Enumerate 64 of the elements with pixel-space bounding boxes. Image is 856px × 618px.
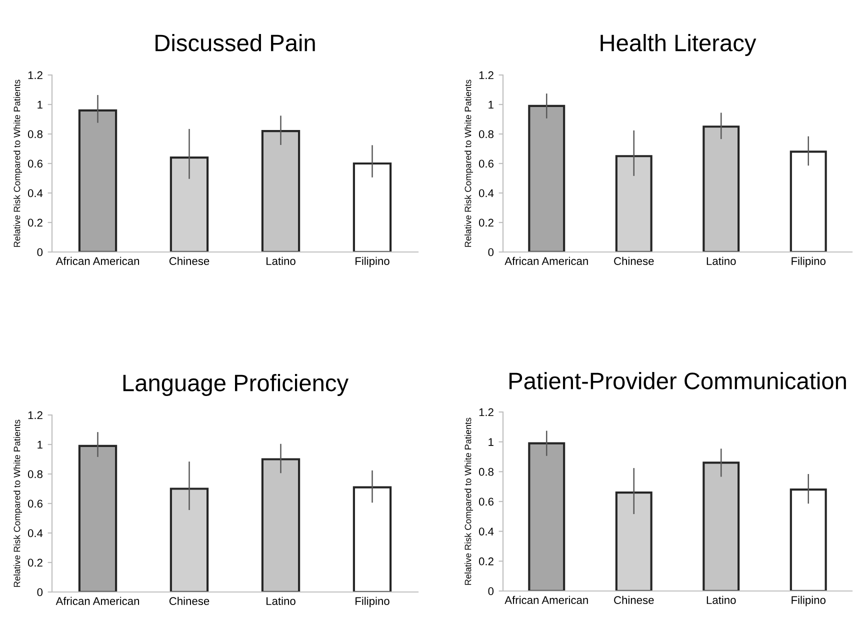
x-tick-label: Latino <box>266 596 296 606</box>
bar <box>78 444 118 592</box>
x-tick-label: African American <box>56 256 140 266</box>
y-tick-label: 0.2 <box>28 218 42 227</box>
chart-title: Discussed Pain <box>156 34 315 52</box>
x-tick-label: Filipino <box>792 596 826 606</box>
bar <box>790 150 827 252</box>
x-tick-label: Filipino <box>356 256 390 268</box>
bar <box>790 488 827 591</box>
chart-title: Patient-Provider Communication <box>510 372 846 390</box>
x-tick-label: Chinese <box>614 256 654 266</box>
y-tick-label: 1.2 <box>479 408 494 416</box>
x-tick-label: Filipino <box>356 596 390 608</box>
y-tick-label: 0 <box>488 587 494 596</box>
chart-title: Language Proficiency <box>123 374 349 396</box>
chart-title: Health Literacy <box>600 34 756 56</box>
bar <box>615 492 652 591</box>
y-tick-label: 0.4 <box>478 189 494 198</box>
y-tick-label: 1 <box>488 100 494 109</box>
x-tick-label: African American <box>504 596 588 604</box>
y-axis-title: Relative Risk Compared to White Patients <box>14 80 22 247</box>
x-tick-label: African American <box>504 256 588 266</box>
y-tick-label: 0.4 <box>478 528 494 536</box>
bar <box>78 109 118 252</box>
y-tick-label: 0.6 <box>28 500 42 508</box>
y-tick-label: 1.2 <box>479 71 494 80</box>
bar <box>352 486 392 592</box>
x-tick-label: African American <box>56 596 140 606</box>
y-tick-label: 0.4 <box>28 189 43 198</box>
bar <box>615 155 652 252</box>
x-tick-label: Chinese <box>169 256 210 266</box>
y-tick-label: 0.6 <box>478 160 494 168</box>
y-tick-label: 0.6 <box>478 498 494 506</box>
y-tick-label: 0.4 <box>28 529 43 538</box>
x-tick-label: Latino <box>706 256 736 266</box>
y-tick-label: 0.8 <box>28 470 42 478</box>
bar <box>352 162 392 252</box>
x-tick-label: Chinese <box>614 596 654 604</box>
y-tick-label: 1 <box>38 100 42 109</box>
y-axis-title: Relative Risk Compared to White Patients <box>464 80 473 247</box>
y-axis-title: Relative Risk Compared to White Patients <box>464 418 473 585</box>
y-tick-label: 1 <box>488 438 494 446</box>
y-tick-label: 1.2 <box>28 411 42 420</box>
x-tick-label: Latino <box>706 596 736 604</box>
y-tick-label: 0 <box>37 248 43 256</box>
bar <box>528 442 566 591</box>
y-axis-title: Relative Risk Compared to White Patients <box>14 420 22 587</box>
y-tick-label: 0 <box>37 588 43 596</box>
y-tick-label: 0.6 <box>28 160 42 168</box>
y-tick-label: 0.2 <box>478 557 494 566</box>
y-tick-label: 1 <box>38 440 42 449</box>
bar <box>170 156 209 252</box>
bar <box>528 104 566 252</box>
bar <box>170 488 209 592</box>
y-tick-label: 1.2 <box>28 71 42 80</box>
y-tick-label: 0.8 <box>28 130 42 138</box>
y-tick-label: 0.2 <box>478 218 494 227</box>
x-tick-label: Filipino <box>792 256 826 268</box>
y-tick-label: 0.8 <box>478 130 494 138</box>
x-tick-label: Chinese <box>169 596 210 606</box>
y-tick-label: 0.8 <box>478 468 494 476</box>
x-tick-label: Latino <box>266 256 296 266</box>
y-tick-label: 0 <box>488 248 494 256</box>
y-tick-label: 0.2 <box>28 558 42 567</box>
